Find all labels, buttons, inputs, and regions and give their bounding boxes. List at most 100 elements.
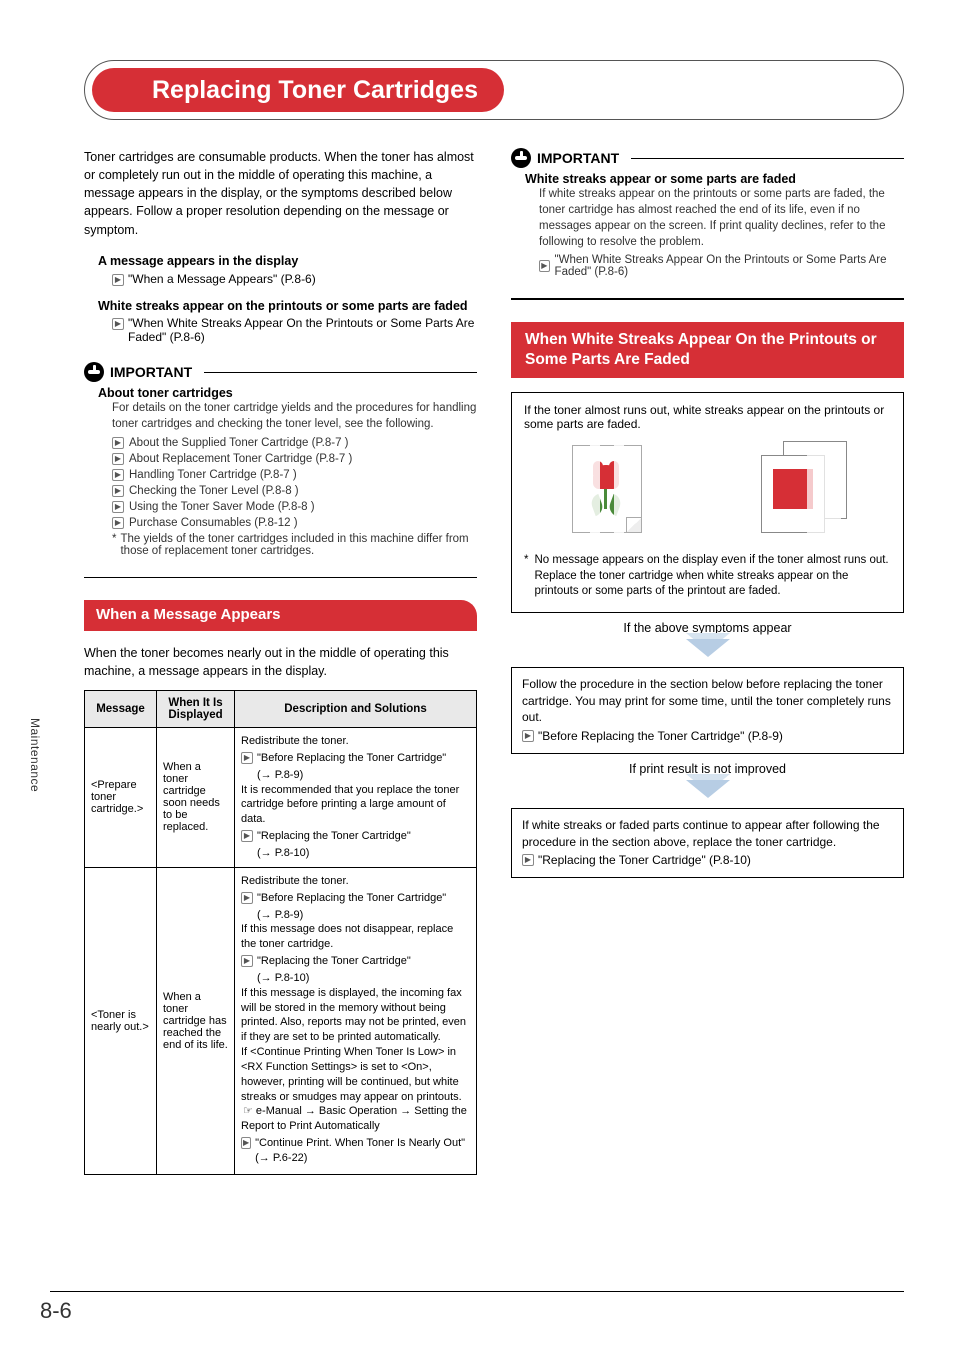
- th-when: When It Is Displayed: [157, 691, 235, 728]
- box-text: Follow the procedure in the section belo…: [522, 676, 893, 726]
- desc-line: If <Continue Printing When Toner Is Low>…: [241, 1045, 470, 1104]
- cell-desc: Redistribute the toner. "Before Replacin…: [235, 728, 477, 868]
- about-ref-4: Using the Toner Saver Mode (P.8-8 ): [112, 501, 477, 513]
- section-when-message: When a Message Appears: [84, 600, 477, 631]
- th-message: Message: [85, 691, 157, 728]
- page-number: 8-6: [40, 1298, 72, 1324]
- page-title-bar: Replacing Toner Cartridges: [84, 60, 904, 120]
- desc-ref: "Continue Print. When Toner Is Nearly Ou…: [241, 1136, 470, 1166]
- asterisk: *: [524, 553, 528, 600]
- imp-subtitle: White streaks appear or some parts are f…: [525, 172, 904, 186]
- important-icon: [511, 148, 531, 168]
- desc-ref: "Replacing the Toner Cartridge": [241, 954, 470, 969]
- ref-text: "Replacing the Toner Cartridge" (P.8-10): [538, 852, 751, 869]
- arrow-icon: [241, 892, 253, 904]
- important-block-left: IMPORTANT About toner cartridges For det…: [84, 362, 477, 556]
- ref-text: "When a Message Appears" (P.8-6): [128, 272, 316, 286]
- desc-line: Redistribute the toner.: [241, 734, 470, 749]
- about-toner-title: About toner cartridges: [98, 386, 477, 400]
- desc-ref-page: (→ P.8-10): [257, 846, 470, 861]
- ref-text: "Before Replacing the Toner Cartridge": [257, 891, 446, 906]
- important-icon: [84, 362, 104, 382]
- section-rule: [511, 298, 904, 300]
- box-text: If white streaks or faded parts continue…: [522, 817, 893, 851]
- side-tab-maintenance: Maintenance: [28, 718, 42, 792]
- procedure-box: Follow the procedure in the section belo…: [511, 667, 904, 754]
- box-text: If the toner almost runs out, white stre…: [524, 403, 891, 431]
- arrow-icon: [112, 517, 124, 529]
- arrow-icon: [112, 469, 124, 481]
- ref-text: "Continue Print. When Toner Is Nearly Ou…: [255, 1136, 470, 1166]
- desc-line: If this message is displayed, the incomi…: [241, 986, 470, 1045]
- arrow-icon: [241, 752, 253, 764]
- ref-text: "Replacing the Toner Cartridge": [257, 954, 411, 969]
- imp-body: If white streaks appear on the printouts…: [539, 186, 904, 250]
- desc-line: It is recommended that you replace the t…: [241, 783, 470, 828]
- cell-when: When a toner cartridge has reached the e…: [157, 867, 235, 1174]
- manual-text: ☞ e-Manual: [243, 1105, 302, 1117]
- arrow-icon: [112, 274, 124, 286]
- ref-text: Purchase Consumables (P.8-12 ): [129, 517, 298, 529]
- footnote-text: No message appears on the display even i…: [534, 553, 891, 600]
- ref-text: "When White Streaks Appear On the Printo…: [555, 254, 904, 278]
- ref-text: "Before Replacing the Toner Cartridge" (…: [538, 728, 783, 745]
- desc-manual: ☞ e-Manual → Basic Operation → Setting t…: [241, 1104, 470, 1134]
- desc-ref-page: (→ P.8-9): [257, 768, 470, 783]
- ref-text: Checking the Toner Level (P.8-8 ): [129, 485, 299, 497]
- manual-text: → Basic Operation: [305, 1105, 397, 1117]
- arrow-icon: [112, 453, 124, 465]
- desc-line: If this message does not disappear, repl…: [241, 922, 470, 952]
- page-title: Replacing Toner Cartridges: [92, 68, 504, 112]
- ref-text: About Replacement Toner Cartridge (P.8-7…: [129, 453, 352, 465]
- section-title: When White Streaks Appear On the Printou…: [511, 322, 904, 378]
- cell-message: <Prepare toner cartridge.>: [85, 728, 157, 868]
- arrow-icon: [241, 830, 253, 842]
- subhead-white-streaks: White streaks appear on the printouts or…: [98, 298, 477, 315]
- ref-text: "When White Streaks Appear On the Printo…: [128, 316, 477, 344]
- desc-ref: "Replacing the Toner Cartridge": [241, 829, 470, 844]
- ref-text: "Before Replacing the Toner Cartridge": [257, 751, 446, 766]
- important-label: IMPORTANT: [537, 150, 619, 166]
- box-ref: "Before Replacing the Toner Cartridge" (…: [522, 728, 893, 745]
- section-white-streaks: When White Streaks Appear On the Printou…: [511, 322, 904, 378]
- arrow-icon: [112, 485, 124, 497]
- imp-ref: "When White Streaks Appear On the Printo…: [539, 254, 904, 278]
- important-label: IMPORTANT: [110, 364, 192, 380]
- desc-ref-page: (→ P.8-10): [257, 971, 470, 986]
- right-column: IMPORTANT White streaks appear or some p…: [511, 148, 904, 1175]
- arrow-icon: [241, 1137, 251, 1149]
- arrow-icon: [539, 260, 550, 272]
- down-arrow-icon: [686, 639, 730, 657]
- about-note: * The yields of the toner cartridges inc…: [112, 533, 477, 557]
- section-rule: [84, 577, 477, 579]
- ref-when-message: "When a Message Appears" (P.8-6): [112, 272, 477, 286]
- ref-white-streaks: "When White Streaks Appear On the Printo…: [112, 316, 477, 344]
- illustration-faded: [739, 441, 859, 541]
- symptom-box: If the toner almost runs out, white stre…: [511, 392, 904, 613]
- note-text: The yields of the toner cartridges inclu…: [120, 533, 477, 557]
- section-title: When a Message Appears: [84, 600, 477, 629]
- left-column: Toner cartridges are consumable products…: [84, 148, 477, 1175]
- illustration-row: [524, 441, 891, 541]
- arrow-icon: [522, 854, 534, 866]
- ref-text: Using the Toner Saver Mode (P.8-8 ): [129, 501, 315, 513]
- ref-text: Handling Toner Cartridge (P.8-7 ): [129, 469, 297, 481]
- section-body: When the toner becomes nearly out in the…: [84, 645, 477, 680]
- cell-desc: Redistribute the toner. "Before Replacin…: [235, 867, 477, 1174]
- flow-label: If print result is not improved: [511, 762, 904, 776]
- ref-text: About the Supplied Toner Cartridge (P.8-…: [129, 437, 349, 449]
- arrow-icon: [522, 730, 534, 742]
- intro-paragraph: Toner cartridges are consumable products…: [84, 148, 477, 239]
- flow-label: If the above symptoms appear: [511, 621, 904, 635]
- down-arrow-icon: [686, 780, 730, 798]
- replace-box: If white streaks or faded parts continue…: [511, 808, 904, 878]
- subhead-message-display: A message appears in the display: [98, 253, 477, 270]
- table-row: <Toner is nearly out.> When a toner cart…: [85, 867, 477, 1174]
- arrow-icon: [112, 318, 124, 330]
- desc-ref-page: (→ P.8-9): [257, 908, 470, 923]
- box-footnote: * No message appears on the display even…: [524, 553, 891, 600]
- arrow-icon: [112, 437, 124, 449]
- desc-line: Redistribute the toner.: [241, 874, 470, 889]
- message-table: Message When It Is Displayed Description…: [84, 690, 477, 1175]
- about-ref-2: Handling Toner Cartridge (P.8-7 ): [112, 469, 477, 481]
